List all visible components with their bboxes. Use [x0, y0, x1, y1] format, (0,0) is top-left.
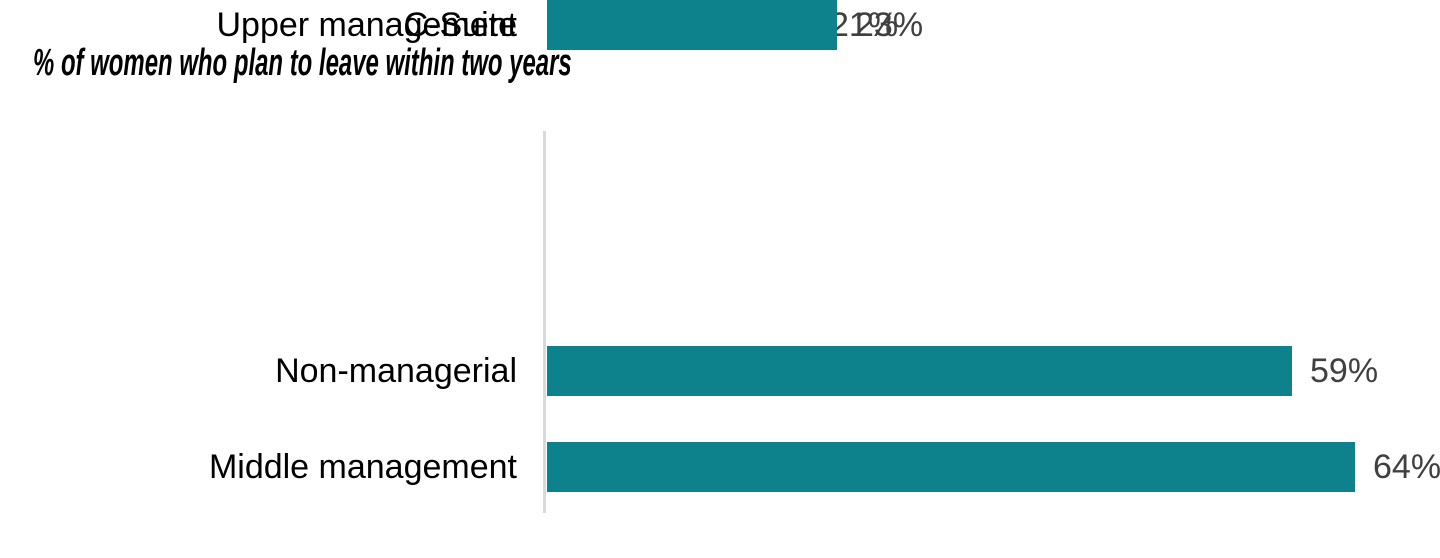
value-label: 23%: [855, 6, 924, 44]
bar: [547, 346, 1292, 396]
bar-row-non-managerial: Non-managerial 59%: [0, 346, 1440, 396]
category-label: Non-managerial: [275, 352, 517, 390]
value-label: 59%: [1310, 352, 1379, 390]
category-label: Middle management: [208, 448, 517, 486]
chart-title: % of women who plan to leave within two …: [33, 42, 572, 84]
value-label: 21%: [830, 6, 899, 44]
category-label: C-Suite: [403, 6, 517, 44]
bar-row-middle-management: Middle management 64%: [0, 442, 1440, 492]
bar: [547, 442, 1355, 492]
bar: [547, 0, 837, 50]
bar-row-c-suite: C-Suite 23%: [0, 0, 1440, 50]
value-label: 64%: [1373, 448, 1440, 486]
category-label: Upper management: [216, 6, 517, 44]
y-axis-line: [543, 131, 546, 513]
